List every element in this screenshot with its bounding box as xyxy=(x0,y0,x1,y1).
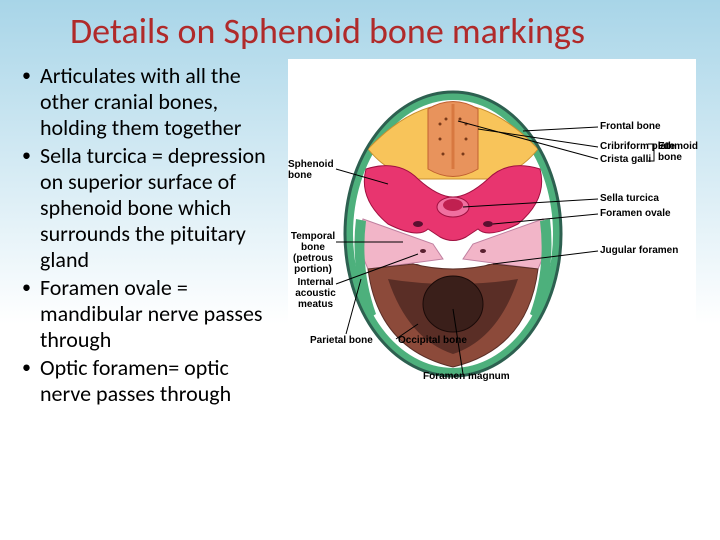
label-frontal: Frontal bone xyxy=(600,121,661,132)
bullet-text: Foramen ovale = mandibular nerve passes … xyxy=(40,275,282,353)
label-foramen-magnum: Foramen magnum xyxy=(423,371,510,382)
label-jugular: Jugular foramen xyxy=(600,245,678,256)
slide: Details on Sphenoid bone markings • Arti… xyxy=(0,0,720,540)
bullet-icon: • xyxy=(22,63,40,88)
bullet-item: • Sella turcica = depression on superior… xyxy=(22,143,282,273)
label-foramen-ovale: Foramen ovale xyxy=(600,208,671,219)
bullet-text: Optic foramen= optic nerve passes throug… xyxy=(40,355,282,407)
bullet-item: • Foramen ovale = mandibular nerve passe… xyxy=(22,275,282,353)
label-acoustic: Internalacoustic meatus xyxy=(278,277,353,310)
bullet-icon: • xyxy=(22,275,40,300)
label-sphenoid: Sphenoidbone xyxy=(288,159,336,181)
bullet-icon: • xyxy=(22,143,40,168)
label-temporal: Temporal bone(petrous portion) xyxy=(278,231,348,275)
bullet-list: • Articulates with all the other cranial… xyxy=(22,59,282,408)
bullet-icon: • xyxy=(22,355,40,380)
content-row: • Articulates with all the other cranial… xyxy=(0,53,720,408)
slide-title: Details on Sphenoid bone markings xyxy=(0,0,720,53)
label-parietal: Parietal bone xyxy=(310,335,373,346)
bullet-item: • Articulates with all the other cranial… xyxy=(22,63,282,141)
label-ethmoid: Ethmoidbone xyxy=(658,141,698,163)
label-occipital: Occipital bone xyxy=(398,335,467,346)
label-crista: Crista galli xyxy=(600,154,651,165)
skull-diagram: Sphenoidbone Temporal bone(petrous porti… xyxy=(288,59,696,389)
label-sella: Sella turcica xyxy=(600,193,659,204)
bullet-text: Sella turcica = depression on superior s… xyxy=(40,143,282,273)
bullet-item: • Optic foramen= optic nerve passes thro… xyxy=(22,355,282,407)
bullet-text: Articulates with all the other cranial b… xyxy=(40,63,282,141)
